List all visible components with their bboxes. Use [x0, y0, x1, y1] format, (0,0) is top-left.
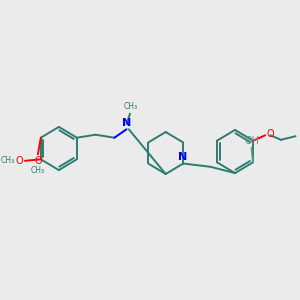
Text: O: O	[266, 129, 274, 139]
Text: CH₃: CH₃	[1, 156, 15, 165]
Text: N: N	[122, 118, 131, 128]
Text: OH: OH	[245, 136, 260, 146]
Text: CH₃: CH₃	[124, 102, 138, 111]
Text: N: N	[178, 152, 187, 162]
Text: O: O	[16, 156, 23, 166]
Text: O: O	[34, 156, 42, 166]
Text: CH₃: CH₃	[31, 166, 45, 175]
